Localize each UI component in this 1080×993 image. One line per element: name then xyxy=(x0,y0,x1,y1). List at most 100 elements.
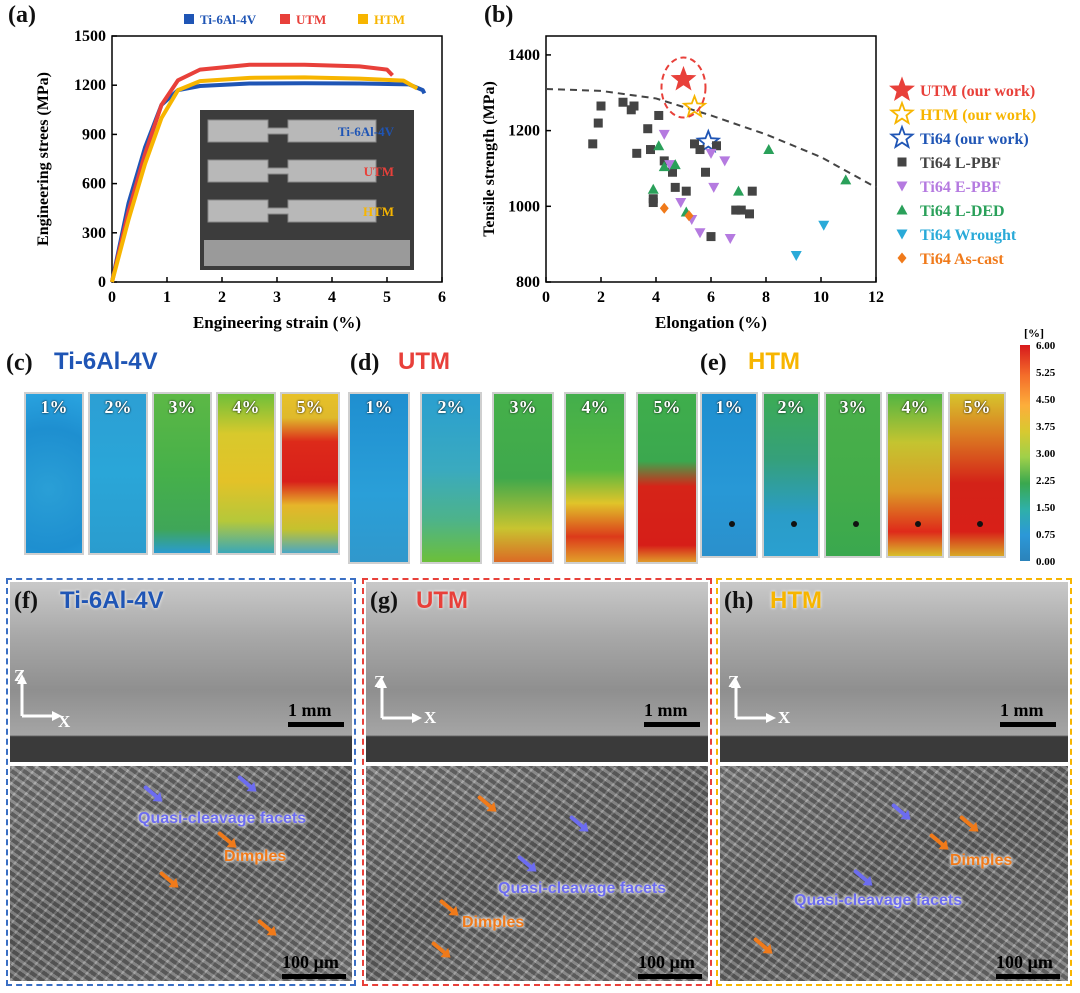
scale-line xyxy=(288,722,344,727)
data-point xyxy=(705,148,717,159)
strain-label: 5% xyxy=(963,397,991,417)
data-point xyxy=(745,209,754,219)
quasi-cleavage-label: Quasi-cleavage facets xyxy=(794,892,963,909)
y-axis-label: Tensile strength (MPa) xyxy=(481,81,498,237)
colorbar-tick-label: 1.50 xyxy=(1036,502,1056,514)
data-point xyxy=(701,167,710,177)
trend-line xyxy=(545,87,877,189)
data-point xyxy=(897,157,907,167)
dic-frame: 1% xyxy=(24,392,84,555)
data-point xyxy=(708,182,720,193)
highlight-ellipse xyxy=(660,56,707,119)
panel-b-label: (b) xyxy=(484,2,514,28)
data-point xyxy=(889,124,915,149)
data-point xyxy=(694,228,706,239)
quasi-cleavage-label: Quasi-cleavage facets xyxy=(498,880,667,897)
scale-bar-1mm: 1 mm xyxy=(288,700,344,727)
inset-specimen-label: Ti-6Al-4V xyxy=(338,124,395,139)
data-point xyxy=(629,101,639,111)
data-point xyxy=(695,145,705,155)
scale-label: 100 µm xyxy=(638,952,695,972)
data-point xyxy=(889,100,915,125)
marker-dot xyxy=(915,521,921,527)
legend-swatch xyxy=(358,14,368,24)
sem-overview-image xyxy=(366,582,708,762)
panel-c-label: (c) xyxy=(6,350,33,376)
scale-line xyxy=(644,722,700,727)
legend-label: Ti64 (our work) xyxy=(920,131,1029,148)
scale-bar-100um: 100 µm xyxy=(996,952,1060,979)
series-line xyxy=(110,62,394,283)
dic-frame: 1% xyxy=(700,392,758,558)
strain-label: 2% xyxy=(104,397,132,417)
data-point xyxy=(659,156,669,166)
y-tick-label: 1200 xyxy=(508,123,540,140)
dic-frame: 5% xyxy=(280,392,340,555)
strain-label: 4% xyxy=(901,397,929,417)
y-tick-label: 300 xyxy=(82,225,106,242)
data-point xyxy=(896,229,908,240)
axis-z-label: Z xyxy=(728,672,740,691)
data-point xyxy=(681,93,708,119)
data-point xyxy=(712,141,721,151)
strength-elongation-chart: 0 2 4 6 8 10 12 800 1000 1200 1400 Elongation (%) Te… xyxy=(481,35,1036,332)
data-point xyxy=(647,183,659,194)
axis-x-label: X xyxy=(424,708,437,727)
colorbar-tick-label: 3.75 xyxy=(1036,421,1056,433)
data-point xyxy=(596,101,606,111)
panel-f-title: Ti-6Al-4V xyxy=(60,587,164,614)
legend-label: Ti64 L-DED xyxy=(920,203,1005,220)
dic-row-ti64: 1% 2% 3% 4% 5% xyxy=(24,392,340,555)
sem-box-htm xyxy=(716,578,1072,986)
axis-z-label: Z xyxy=(374,672,386,691)
data-point xyxy=(695,128,722,154)
data-point xyxy=(670,182,680,192)
y-tick-label: 1200 xyxy=(74,77,106,94)
colorbar xyxy=(1020,345,1030,561)
y-tick-label: 900 xyxy=(82,126,106,143)
data-point xyxy=(648,194,658,204)
scale-label: 100 µm xyxy=(282,952,339,972)
data-point xyxy=(706,232,716,242)
y-tick-label: 0 xyxy=(98,274,106,291)
data-point xyxy=(588,139,598,149)
sem-box-ti64 xyxy=(6,578,356,986)
dimples-label: Dimples xyxy=(224,848,287,865)
legend-swatch xyxy=(184,14,194,24)
inset-specimen-label: HTM xyxy=(363,204,394,219)
panel-h-label: (h) xyxy=(724,588,754,614)
dic-row-utm: 1% 2% 3% 4% 5% xyxy=(348,392,698,564)
panel-h-title: HTM xyxy=(770,587,822,614)
x-axis-label: Elongation (%) xyxy=(655,313,767,332)
panel-e-label: (e) xyxy=(700,350,727,376)
dimples-label: Dimples xyxy=(462,914,525,931)
legend-label: Ti64 L-PBF xyxy=(920,155,1001,172)
specimen xyxy=(207,119,377,143)
legend-label: Ti64 Wrought xyxy=(920,227,1017,244)
legend-label: UTM xyxy=(296,12,326,27)
ruler xyxy=(204,240,410,266)
colorbar-tick-label: 2.25 xyxy=(1036,475,1056,487)
sem-detail-image xyxy=(720,766,1068,981)
strain-label: 2% xyxy=(437,397,465,417)
data-point xyxy=(618,97,628,107)
sem-overview-image xyxy=(10,582,352,762)
dic-frame: 3% xyxy=(492,392,554,564)
data-point xyxy=(763,144,775,155)
data-point xyxy=(684,210,694,222)
scale-bar-100um: 100 µm xyxy=(638,952,702,979)
axes-icon xyxy=(731,678,776,723)
dic-frame: 4% xyxy=(886,392,944,558)
x-tick-label: 2 xyxy=(597,289,605,306)
specimen xyxy=(207,159,377,183)
sem-overview-image xyxy=(720,582,1068,762)
x-tick-label: 10 xyxy=(813,289,829,306)
data-point xyxy=(747,186,757,196)
scale-line xyxy=(1000,722,1056,727)
x-tick-label: 4 xyxy=(652,289,660,306)
marker-dot xyxy=(791,521,797,527)
data-point xyxy=(719,156,731,167)
panel-f-label: (f) xyxy=(14,588,38,614)
data-point xyxy=(643,124,653,134)
stress-strain-chart: 0 1 2 3 4 5 6 0 300 600 900 1200 1500 Engineering str… xyxy=(35,12,446,332)
